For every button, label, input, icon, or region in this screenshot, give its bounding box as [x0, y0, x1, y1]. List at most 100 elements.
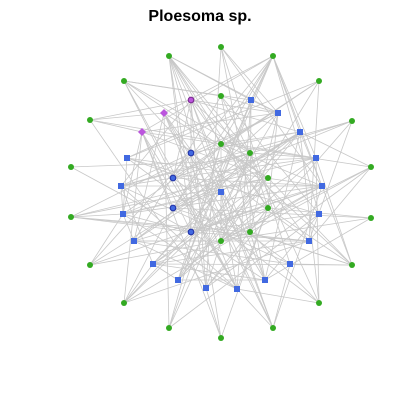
- graph-edge: [190, 99, 251, 154]
- blue-square-node: [313, 155, 319, 161]
- green-circle-node: [87, 117, 93, 123]
- node-layer: [68, 44, 374, 341]
- graph-edge: [172, 55, 274, 209]
- blue-square-node: [297, 129, 303, 135]
- graph-edge: [123, 207, 174, 304]
- graph-edge: [70, 216, 192, 233]
- ringed-blue-node: [169, 204, 177, 212]
- graph-edge: [168, 55, 192, 233]
- graph-edge: [89, 240, 222, 266]
- blue-square-node: [124, 155, 130, 161]
- green-circle-node: [270, 325, 276, 331]
- graph-edge: [172, 99, 192, 179]
- graph-edge: [177, 143, 222, 281]
- green-circle-node: [265, 205, 271, 211]
- graph-edge: [89, 119, 143, 133]
- graph-edge: [220, 143, 323, 187]
- blue-square-node: [306, 238, 312, 244]
- graph-edge: [123, 80, 251, 154]
- graph-edge: [141, 131, 269, 179]
- graph-edge: [141, 131, 222, 145]
- graph-edge: [163, 112, 266, 281]
- graph-edge: [152, 263, 179, 281]
- graph-edge: [220, 46, 279, 114]
- graph-edge: [89, 112, 165, 121]
- green-circle-node: [87, 262, 93, 268]
- graph-edge: [190, 185, 323, 233]
- graph-edge: [267, 207, 353, 266]
- green-circle-node: [270, 53, 276, 59]
- graph-edge: [70, 166, 192, 233]
- blue-square-node: [316, 211, 322, 217]
- graph-edge: [272, 263, 291, 329]
- blue-square-node: [120, 211, 126, 217]
- graph-edge: [123, 80, 269, 179]
- graph-edge: [122, 131, 143, 215]
- graph-edge: [133, 240, 291, 265]
- graph-edge: [220, 207, 269, 339]
- graph-edge: [249, 231, 266, 281]
- graph-edge: [163, 112, 238, 290]
- graph-edge: [220, 143, 353, 266]
- graph-edge: [141, 131, 192, 233]
- graph-edge: [168, 55, 269, 209]
- graph-edge: [122, 177, 269, 215]
- graph-edge: [220, 207, 269, 242]
- green-circle-node: [166, 53, 172, 59]
- graph-edge: [122, 213, 238, 290]
- green-circle-node: [121, 300, 127, 306]
- graph-edge: [236, 99, 252, 290]
- blue-square-node: [131, 238, 137, 244]
- green-circle-node: [247, 150, 253, 156]
- graph-edge: [172, 143, 222, 209]
- graph-edge: [236, 207, 269, 290]
- graph-edge: [172, 207, 353, 266]
- graph-edge: [120, 185, 124, 215]
- graph-edge: [120, 152, 251, 187]
- graph-edge: [205, 120, 353, 289]
- graph-edge: [122, 157, 128, 215]
- graph-edge: [220, 152, 251, 242]
- graph-edge: [123, 263, 154, 304]
- graph-edge: [89, 99, 192, 121]
- graph-edge: [123, 80, 174, 179]
- graph-edge: [190, 99, 301, 133]
- graph-edge: [163, 112, 274, 329]
- graph-edge: [220, 185, 323, 242]
- graph-edge: [172, 112, 279, 209]
- graph-edge: [120, 112, 279, 187]
- green-circle-node: [218, 44, 224, 50]
- graph-edge: [220, 95, 251, 233]
- edge-layer: [70, 46, 372, 339]
- ringed-blue-node: [169, 174, 177, 182]
- graph-edge: [220, 55, 274, 145]
- graph-edge: [168, 143, 222, 329]
- graph-edge: [122, 213, 192, 233]
- graph-edge: [126, 80, 320, 159]
- graph-edge: [249, 166, 372, 233]
- graph-edge: [123, 80, 252, 101]
- graph-edge: [141, 55, 274, 133]
- graph-edge: [168, 55, 222, 242]
- graph-edge: [141, 131, 222, 339]
- graph-edge: [249, 152, 320, 304]
- graph-edge: [308, 120, 353, 242]
- graph-edge: [190, 99, 266, 281]
- graph-edge: [122, 213, 135, 242]
- graph-edge: [220, 95, 251, 154]
- blue-square-node: [203, 285, 209, 291]
- graph-edge: [190, 99, 279, 114]
- green-circle-node: [218, 141, 224, 147]
- graph-edge: [70, 213, 124, 218]
- graph-edge: [70, 157, 317, 218]
- graph-edge: [220, 80, 320, 242]
- graph-edge: [267, 177, 353, 266]
- green-circle-node: [218, 335, 224, 341]
- graph-edge: [220, 217, 372, 242]
- graph-edge: [190, 99, 269, 209]
- graph-edge: [205, 287, 222, 339]
- blue-square-node: [118, 183, 124, 189]
- ringed-blue-node: [187, 228, 195, 236]
- graph-edge: [133, 240, 238, 290]
